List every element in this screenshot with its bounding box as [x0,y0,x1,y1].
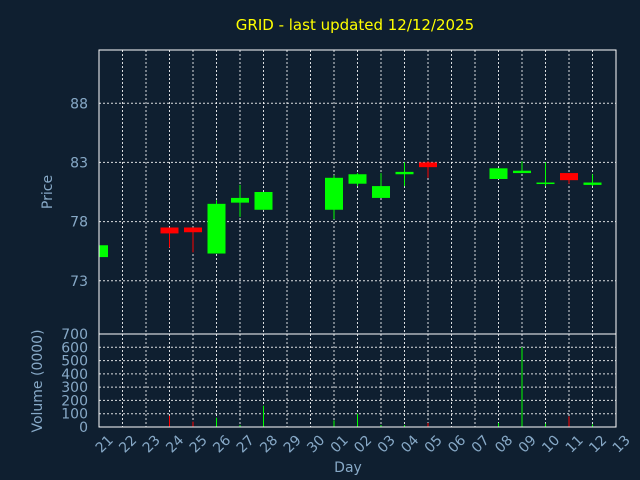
x-tick-label: 08 [492,432,516,456]
candle-08 [489,168,508,179]
candle-25 [184,227,202,253]
day-axis-label: Day [334,460,362,476]
price-tick-label: 73 [70,274,88,290]
candle-11 [560,173,578,184]
price-tick-label: 88 [70,96,88,112]
volume-tick-label: 100 [61,407,88,423]
candle-body [254,192,273,210]
candle-05 [419,161,437,178]
candle-26 [207,200,226,254]
x-tick-label: 29 [281,432,305,456]
x-tick-label: 03 [375,432,399,456]
volume-tick-label: 300 [61,380,88,396]
candle-body [325,177,343,210]
candle-body [489,168,508,179]
candle-body [419,162,437,168]
x-tick-label: 09 [516,432,540,456]
price-tick-label: 83 [70,155,88,171]
volume-tick-label: 200 [61,393,88,409]
volume-axis-label: Volume (0000) [30,329,46,432]
x-tick-label: 11 [563,432,587,456]
candle-01 [325,175,343,220]
x-tick-label: 30 [304,432,328,456]
volume-tick-label: 700 [61,327,88,343]
x-tick-label: 24 [163,432,187,456]
candle-body [372,186,390,198]
x-tick-label: 22 [116,432,140,456]
candle-body [160,227,179,234]
x-tick-label: 04 [398,432,422,456]
x-tick-label: 28 [257,432,281,456]
x-tick-label: 06 [445,432,469,456]
volume-tick-label: 500 [61,354,88,370]
chart-title: GRID - last updated 12/12/2025 [236,16,474,34]
volume-tick-label: 0 [79,420,88,436]
candle-24 [160,227,179,248]
candle-body [99,245,108,258]
volume-tick-label: 400 [61,367,88,383]
x-tick-label: 26 [210,432,234,456]
x-tick-label: 12 [586,432,610,456]
candle-body [231,197,249,203]
x-tick-label: 13 [610,432,634,456]
candle-body [583,182,602,185]
candle-28 [254,192,273,210]
x-tick-labels: 21 22 23 24 25 26 27 28 29 30 01 02 03 04 05 06 07 08 09 10… [93,432,634,456]
price-axis-label: Price [40,175,56,209]
x-tick-label: 21 [93,432,117,456]
x-tick-label: 10 [539,432,563,456]
candle-body [207,203,226,254]
price-panel: 73 78 83 88 [70,49,617,335]
candle-body [513,170,531,174]
candle-body [395,171,414,175]
candle-03 [372,173,390,198]
candle-body [348,174,367,184]
x-tick-label: 07 [469,432,493,456]
candle-27 [231,184,249,217]
price-tick-label: 78 [70,215,88,231]
volume-plot-frame [98,333,617,428]
candle-09 [513,161,531,174]
candle-02 [348,173,367,187]
candle-body [536,182,555,185]
candle-21 [98,245,108,258]
x-tick-label: 02 [351,432,375,456]
volume-tick-label: 600 [61,340,88,356]
candle-body [560,173,578,181]
x-tick-label: 01 [328,432,352,456]
candle-04 [395,162,414,187]
candle-body [184,227,202,233]
candle-12 [583,174,602,187]
candle-10 [536,162,555,187]
x-tick-label: 27 [234,432,258,456]
x-tick-label: 25 [187,432,211,456]
x-tick-label: 23 [140,432,164,456]
x-tick-label: 05 [422,432,446,456]
